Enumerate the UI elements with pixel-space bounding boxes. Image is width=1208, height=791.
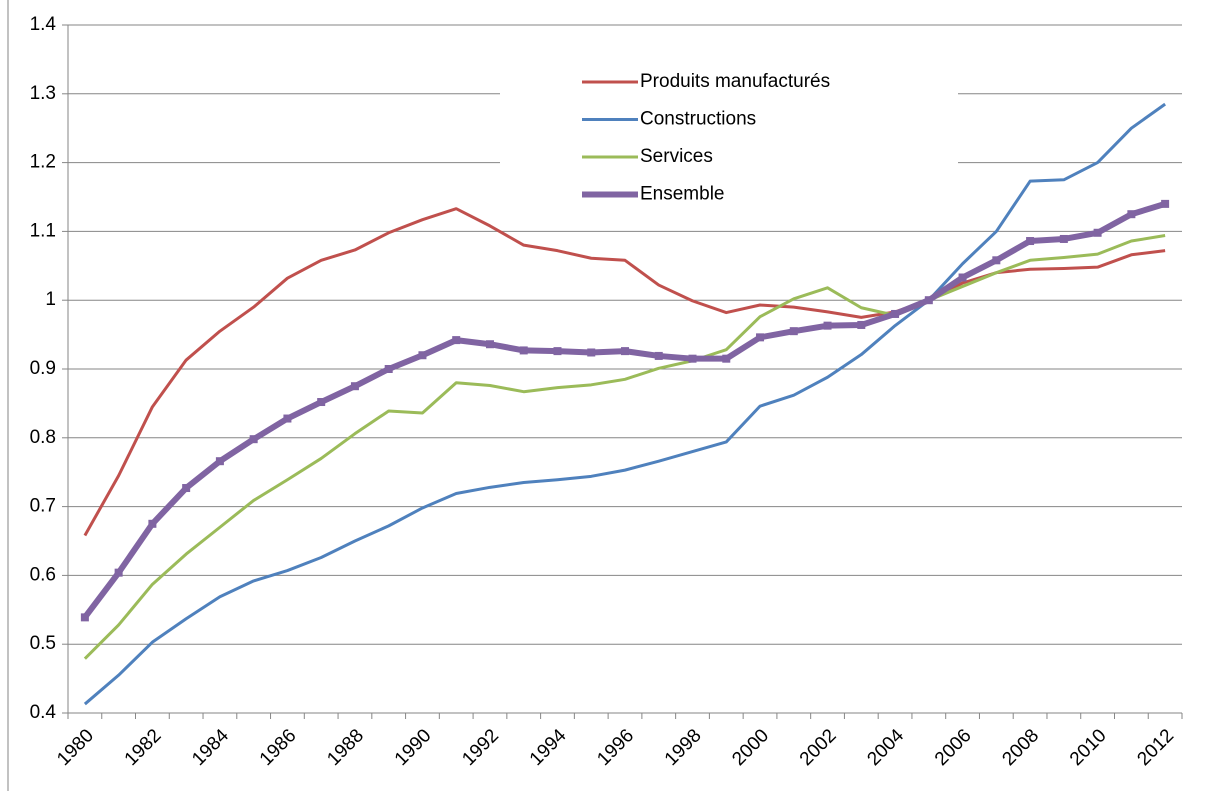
point-marker bbox=[1059, 234, 1068, 243]
point-marker bbox=[789, 327, 798, 336]
point-marker bbox=[114, 568, 123, 577]
legend-label: Services bbox=[640, 146, 713, 167]
y-tick-label: 1.2 bbox=[30, 152, 56, 173]
point-marker bbox=[384, 365, 393, 373]
y-tick-label: 0.5 bbox=[30, 633, 56, 654]
legend-label: Produits manufacturés bbox=[640, 71, 830, 92]
point-marker bbox=[215, 457, 224, 466]
x-tick-label: 1984 bbox=[188, 725, 233, 770]
y-tick-label: 1.3 bbox=[30, 83, 56, 104]
point-marker bbox=[857, 320, 866, 329]
series-line bbox=[82, 201, 1166, 620]
point-marker bbox=[621, 347, 629, 356]
point-marker bbox=[418, 351, 427, 360]
point-marker bbox=[148, 519, 157, 528]
y-tick-label: 0.8 bbox=[30, 427, 56, 448]
point-marker bbox=[823, 321, 832, 330]
series-line bbox=[83, 234, 1166, 660]
x-tick-label: 1980 bbox=[53, 725, 98, 770]
point-marker bbox=[992, 256, 1001, 265]
point-marker bbox=[722, 354, 731, 363]
y-tick-label: 0.4 bbox=[30, 702, 57, 723]
point-marker bbox=[891, 309, 900, 318]
point-marker bbox=[182, 484, 191, 493]
y-tick-label: 0.6 bbox=[30, 564, 56, 585]
x-tick-label: 1988 bbox=[323, 725, 368, 770]
point-marker bbox=[756, 333, 765, 342]
point-marker bbox=[80, 613, 89, 622]
x-tick-label: 2008 bbox=[998, 725, 1043, 770]
point-marker bbox=[317, 398, 326, 407]
y-tick-label: 0.9 bbox=[30, 358, 56, 379]
x-tick-label: 2002 bbox=[796, 725, 841, 770]
point-marker bbox=[958, 273, 967, 282]
point-marker bbox=[519, 346, 528, 355]
x-tick-label: 1990 bbox=[391, 725, 436, 770]
y-tick-label: 1.1 bbox=[30, 220, 56, 241]
point-marker bbox=[452, 336, 461, 345]
x-tick-label: 1982 bbox=[121, 725, 166, 770]
legend-box bbox=[500, 62, 958, 212]
y-tick-label: 1.4 bbox=[30, 14, 57, 35]
legend-label: Constructions bbox=[640, 109, 756, 130]
x-tick-label: 2012 bbox=[1133, 725, 1178, 770]
point-marker bbox=[1161, 199, 1170, 208]
series-line bbox=[83, 102, 1166, 706]
point-marker bbox=[1026, 237, 1035, 246]
x-tick-label: 2000 bbox=[728, 725, 773, 770]
point-marker bbox=[587, 348, 596, 357]
x-tick-label: 1998 bbox=[661, 725, 706, 770]
point-marker bbox=[654, 351, 663, 360]
x-tick-label: 1986 bbox=[256, 725, 301, 770]
point-marker bbox=[1127, 210, 1136, 219]
x-tick-label: 2004 bbox=[863, 725, 908, 770]
x-tick-label: 2006 bbox=[931, 725, 976, 770]
point-marker bbox=[1093, 228, 1102, 237]
x-tick-label: 1994 bbox=[526, 725, 571, 770]
point-marker bbox=[485, 340, 494, 349]
point-marker bbox=[350, 382, 359, 391]
y-tick-label: 0.7 bbox=[30, 496, 56, 517]
point-marker bbox=[924, 296, 933, 305]
point-marker bbox=[249, 435, 258, 444]
y-tick-label: 1 bbox=[45, 289, 56, 310]
point-marker bbox=[553, 347, 562, 356]
point-marker bbox=[283, 414, 292, 423]
point-marker bbox=[688, 354, 697, 363]
x-tick-label: 2010 bbox=[1066, 725, 1111, 770]
x-tick-label: 1996 bbox=[593, 725, 638, 770]
x-tick-label: 1992 bbox=[458, 725, 503, 770]
legend-label: Ensemble bbox=[640, 184, 725, 205]
